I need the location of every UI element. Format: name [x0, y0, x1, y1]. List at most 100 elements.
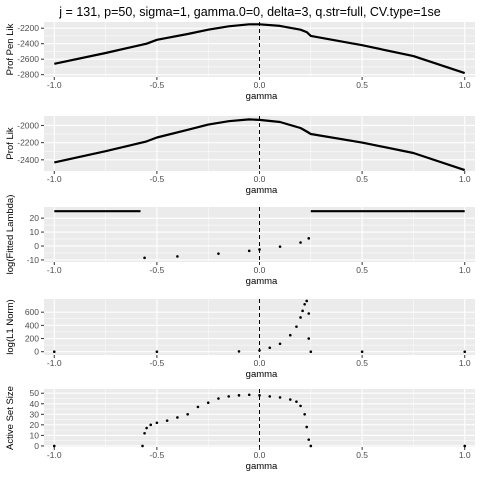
y-tick-label: -10 [27, 255, 40, 265]
figure-title: j = 131, p=50, sigma=1, gamma.0=0, delta… [58, 5, 440, 19]
data-point [247, 393, 251, 397]
series-line-1 [54, 118, 466, 172]
y-tick-label: 40 [30, 399, 40, 409]
panels: -1.0 -0.5 0.0 0.5 1.0 -2200 -2400 -2600 -2800 gam… [5, 22, 475, 472]
data-point [305, 299, 309, 303]
data-point [307, 438, 311, 441]
data-point [278, 342, 282, 346]
x-tick-label: 1.0 [459, 450, 471, 460]
y-tick-label: 10 [30, 430, 40, 440]
data-point [258, 394, 261, 397]
y-axis-label: Prof Lik [5, 127, 16, 159]
x-tick-label: 0.5 [356, 80, 368, 90]
y-tick-label: -2200 [17, 138, 39, 148]
y-axis-label: log(Fitted Lambda) [5, 195, 16, 275]
data-point [303, 302, 306, 306]
x-tick-label: -1.0 [47, 174, 62, 184]
y-tick-label: 10 [30, 227, 40, 237]
y-axis-label: Active Set Size [5, 386, 16, 450]
x-tick-label: -0.5 [150, 265, 165, 275]
x-tick-label: 0.0 [254, 450, 266, 460]
x-tick-label: -1.0 [47, 358, 62, 368]
x-tick-label: -1.0 [47, 265, 62, 275]
data-point [463, 350, 467, 354]
x-axis-label: gamma [246, 461, 278, 472]
x-tick-label: -1.0 [47, 450, 62, 460]
data-point [176, 255, 179, 258]
y-tick-label: -2200 [17, 23, 39, 33]
data-point [206, 401, 210, 405]
y-tick-label: -2000 [17, 120, 39, 130]
data-point [268, 346, 272, 350]
y-tick-label: 200 [25, 334, 39, 344]
y-tick-label: 600 [25, 307, 39, 317]
data-point [52, 350, 56, 354]
panel-4: -1.0 -0.5 0.0 0.5 1.0 600 400 200 0 gamma log(L1 N… [5, 299, 475, 380]
y-tick-label: 20 [30, 213, 40, 223]
data-point [227, 395, 231, 398]
x-tick-label: 1.0 [459, 174, 471, 184]
x-tick-label: -1.0 [47, 80, 62, 90]
data-point [307, 312, 311, 315]
data-point [278, 245, 282, 248]
data-point [176, 416, 179, 419]
data-point [299, 316, 302, 319]
x-tick-label: 0.0 [254, 358, 266, 368]
y-tick-label: 50 [30, 388, 40, 398]
y-tick-label: -2800 [17, 70, 39, 80]
y-axis-label: log(L1 Norm) [5, 299, 16, 354]
y-tick-label: -2600 [17, 54, 39, 64]
data-point [309, 350, 313, 354]
x-tick-label: 0.5 [356, 358, 368, 368]
series-line-1 [54, 23, 466, 75]
data-point [237, 394, 241, 397]
x-tick-label: 1.0 [459, 265, 471, 275]
data-point [307, 337, 311, 340]
x-tick-label: 0.5 [356, 450, 368, 460]
x-tick-label: 0.5 [356, 265, 368, 275]
x-tick-label: 0.0 [254, 174, 266, 184]
data-point [52, 444, 56, 448]
data-point [307, 237, 311, 240]
y-axis-label: Prof Pen Lik [5, 23, 16, 75]
x-tick-label: 1.0 [459, 80, 471, 90]
y-tick-label: 0 [34, 347, 39, 357]
y-tick-label: 400 [25, 320, 39, 330]
data-point [165, 419, 169, 422]
data-point [155, 421, 159, 425]
data-point [301, 309, 304, 313]
data-point [463, 444, 467, 448]
x-tick-label: 0.0 [254, 80, 266, 90]
data-point [237, 350, 241, 353]
data-point [247, 249, 251, 253]
x-tick-label: 0.5 [356, 174, 368, 184]
y-tick-label: 20 [30, 420, 40, 430]
data-point [305, 425, 309, 429]
data-point [155, 350, 159, 354]
data-point [141, 444, 144, 448]
data-point [295, 400, 298, 403]
x-tick-label: 1.0 [459, 358, 471, 368]
data-point [309, 444, 313, 448]
data-point [295, 325, 298, 328]
panel-1: -1.0 -0.5 0.0 0.5 1.0 -2200 -2400 -2600 -2800 gam… [5, 22, 475, 102]
data-point [288, 398, 292, 401]
data-point [143, 256, 146, 260]
x-axis-label: gamma [246, 185, 278, 196]
y-tick-label: 30 [30, 409, 40, 419]
data-point [145, 426, 148, 430]
x-axis-label: gamma [246, 276, 278, 287]
y-tick-label: 0 [34, 441, 39, 451]
data-point [299, 241, 302, 244]
x-tick-label: -0.5 [150, 80, 165, 90]
y-tick-label: -2400 [17, 155, 39, 165]
data-point [149, 423, 153, 427]
data-point [217, 252, 220, 255]
data-point [196, 405, 200, 409]
x-axis-label: gamma [246, 369, 278, 380]
data-point [303, 413, 306, 416]
data-point [186, 413, 189, 416]
data-point [217, 397, 220, 400]
